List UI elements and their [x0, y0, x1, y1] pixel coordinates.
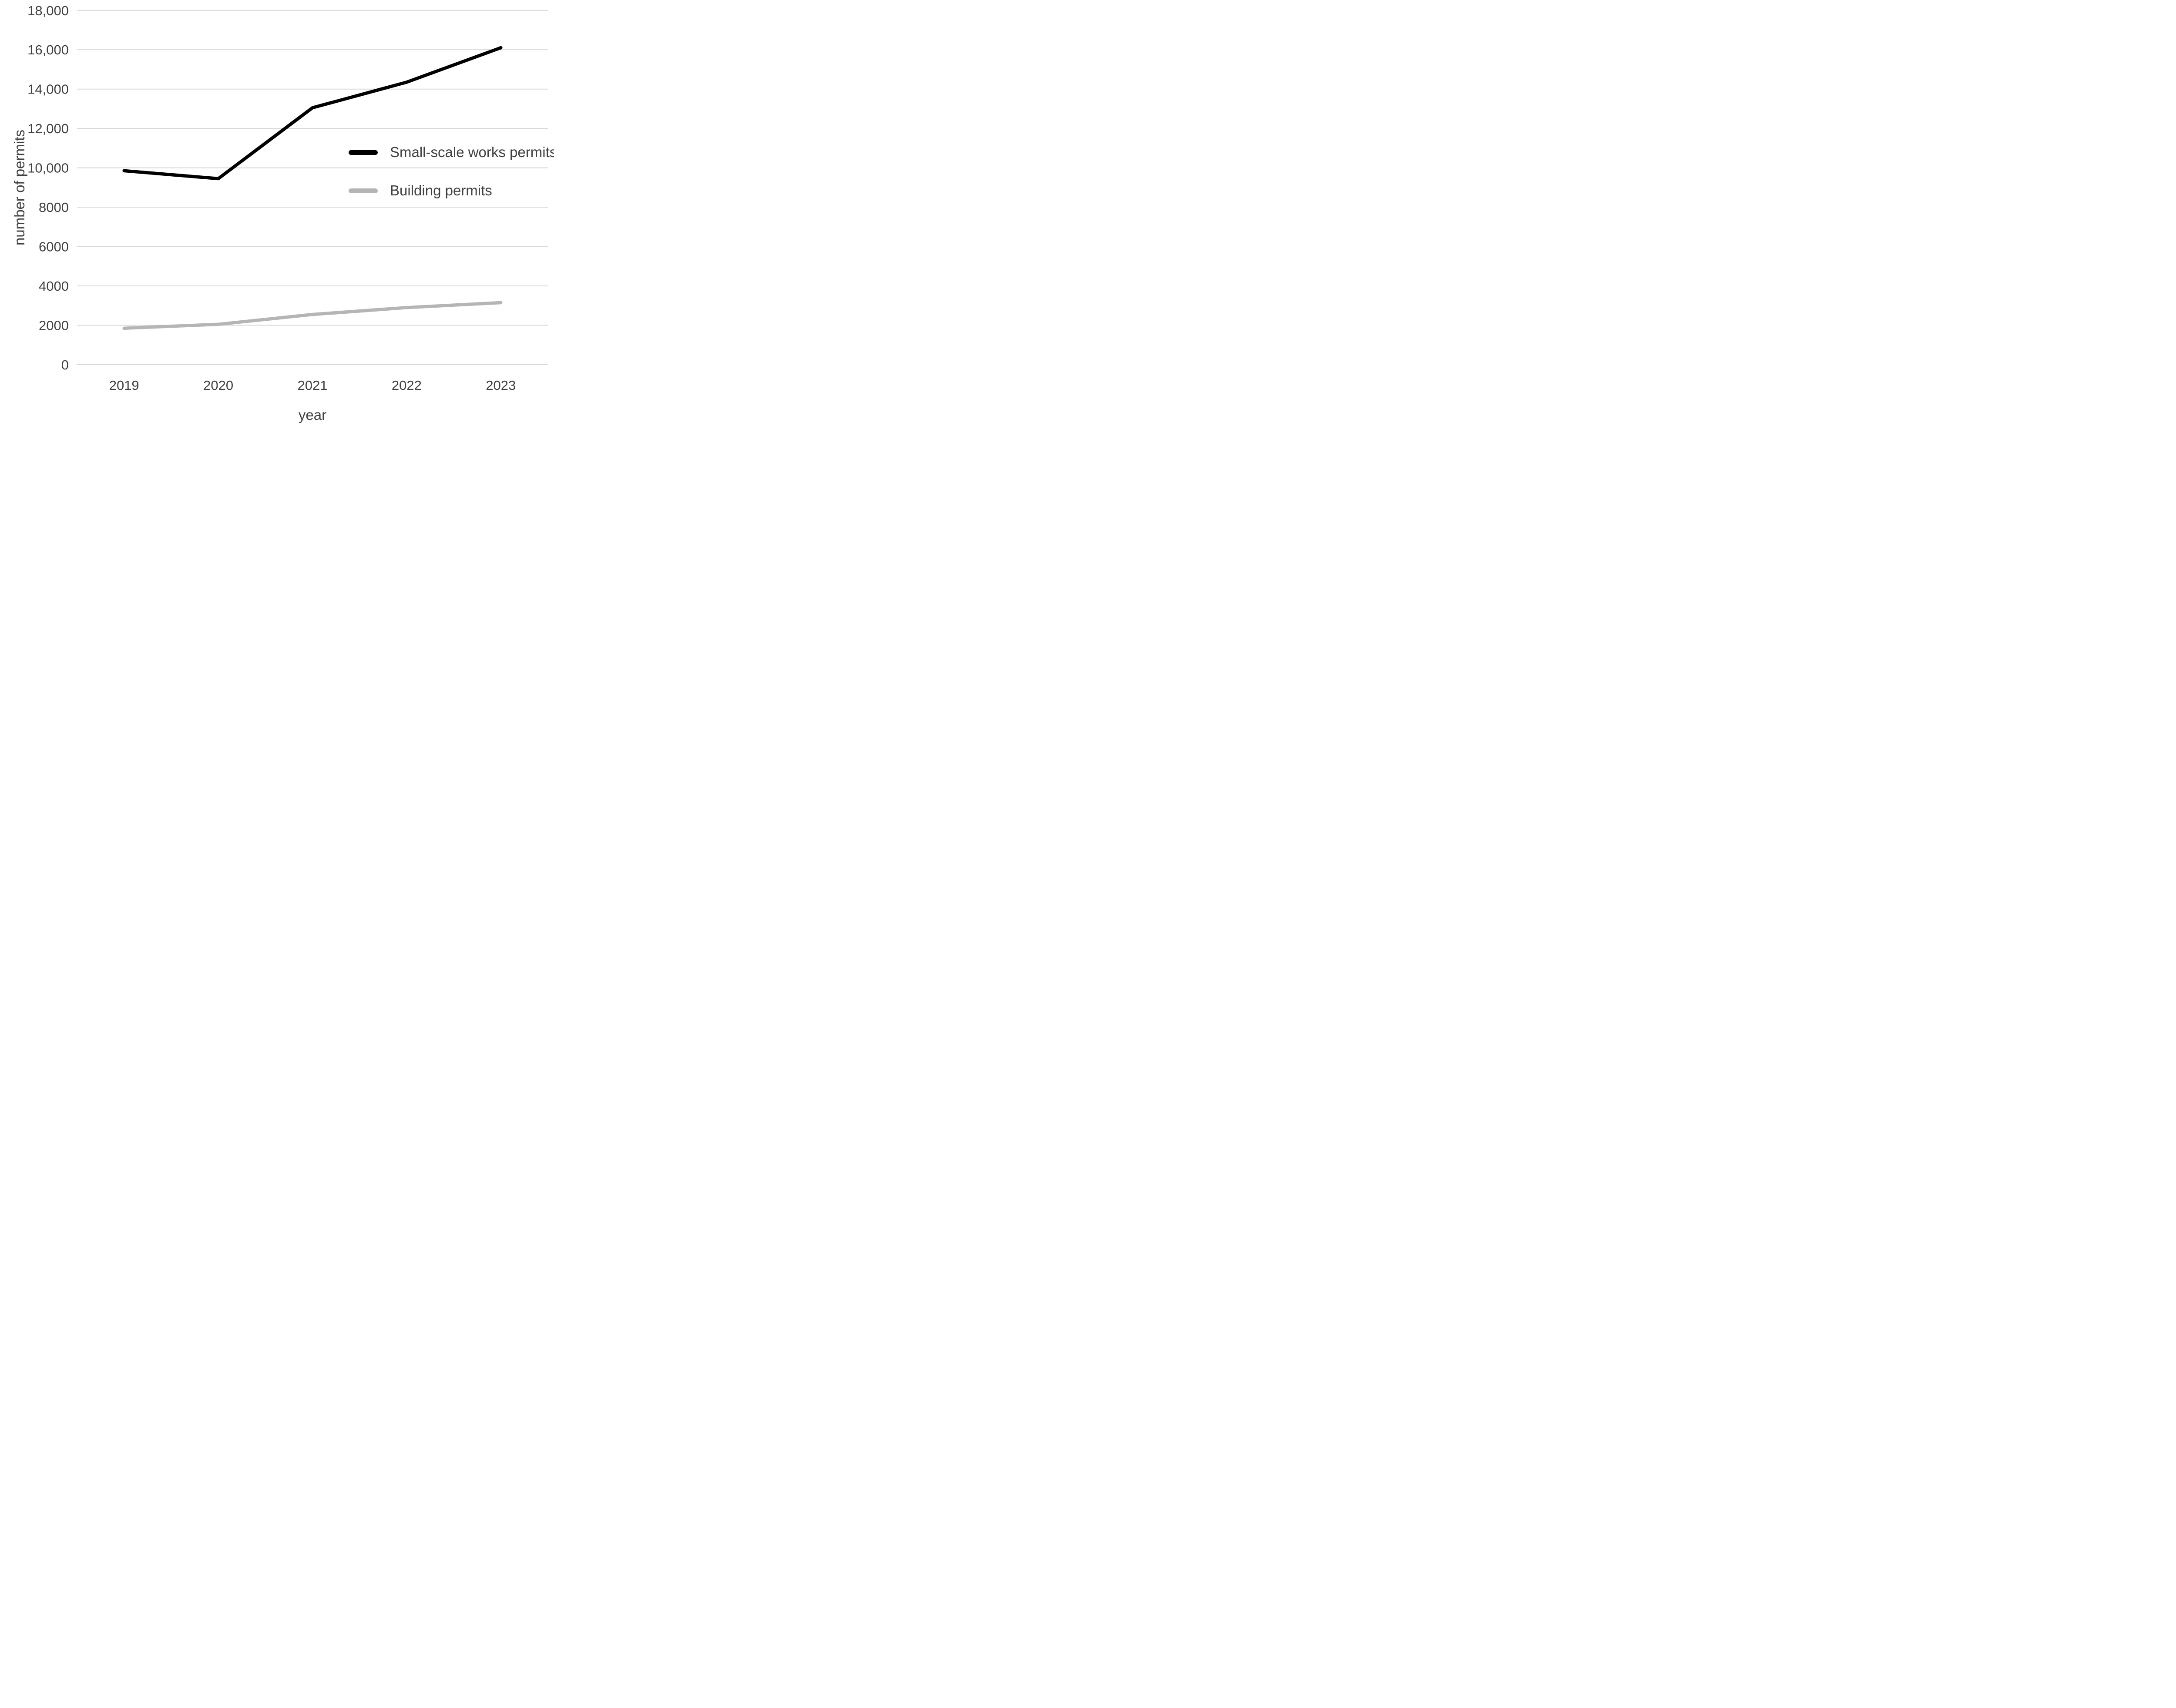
- y-tick-label: 14,000: [27, 82, 69, 97]
- y-tick-label: 18,000: [27, 3, 69, 18]
- legend-label-building-permits: Building permits: [390, 182, 492, 198]
- legend-swatch-building-permits: [349, 188, 378, 193]
- y-tick-label: 12,000: [27, 121, 69, 136]
- x-tick-label: 2022: [392, 378, 422, 393]
- y-tick-label: 2000: [39, 318, 69, 333]
- series-line-small-scale-works-permits: [122, 46, 503, 181]
- y-tick-label: 10,000: [27, 161, 69, 176]
- y-tick-label: 8000: [39, 200, 69, 215]
- x-tick-label: 2020: [203, 378, 233, 393]
- plot-area: 0 2000 4000 6000 8000 10,000 12,000 14,000 16,00…: [27, 3, 548, 393]
- y-tick-label: 16,000: [27, 42, 69, 57]
- y-tick-label: 6000: [39, 239, 69, 255]
- legend-label-small-scale-works-permits: Small-scale works permits: [390, 144, 554, 160]
- x-tick-label: 2021: [298, 378, 328, 393]
- legend-item-building-permits: Building permits: [349, 182, 492, 199]
- x-axis-title: year: [298, 407, 327, 423]
- line-chart-figure: 0 2000 4000 6000 8000 10,000 12,000 14,000 16,00…: [0, 0, 554, 427]
- y-tick-label: 0: [61, 357, 69, 372]
- x-tick-label: 2023: [486, 378, 516, 393]
- y-tick-label: 4000: [39, 279, 69, 294]
- series-line-building-permits: [122, 301, 503, 330]
- legend-swatch-small-scale-works-permits: [349, 150, 378, 155]
- legend-item-small-scale-works-permits: Small-scale works permits: [349, 144, 554, 161]
- y-axis-title: number of permits: [11, 130, 27, 245]
- x-tick-label: 2019: [109, 378, 139, 393]
